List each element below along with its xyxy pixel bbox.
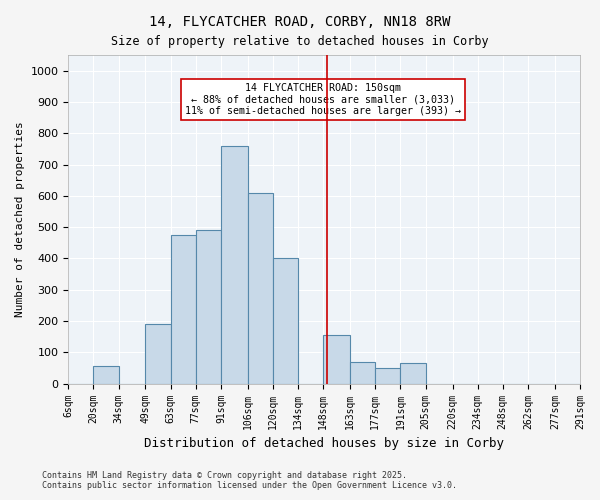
Text: Contains HM Land Registry data © Crown copyright and database right 2025.
Contai: Contains HM Land Registry data © Crown c… xyxy=(42,470,457,490)
Bar xyxy=(170,235,196,384)
Bar xyxy=(196,230,221,384)
Bar xyxy=(273,258,298,384)
Bar xyxy=(145,324,170,384)
Bar xyxy=(376,368,400,384)
Bar xyxy=(323,335,350,384)
Bar xyxy=(94,366,119,384)
Bar xyxy=(221,146,248,384)
Bar xyxy=(350,362,376,384)
X-axis label: Distribution of detached houses by size in Corby: Distribution of detached houses by size … xyxy=(144,437,504,450)
Y-axis label: Number of detached properties: Number of detached properties xyxy=(15,122,25,317)
Text: 14 FLYCATCHER ROAD: 150sqm
← 88% of detached houses are smaller (3,033)
11% of s: 14 FLYCATCHER ROAD: 150sqm ← 88% of deta… xyxy=(185,83,461,116)
Text: Size of property relative to detached houses in Corby: Size of property relative to detached ho… xyxy=(111,35,489,48)
Bar xyxy=(400,364,425,384)
Bar xyxy=(248,192,273,384)
Text: 14, FLYCATCHER ROAD, CORBY, NN18 8RW: 14, FLYCATCHER ROAD, CORBY, NN18 8RW xyxy=(149,15,451,29)
